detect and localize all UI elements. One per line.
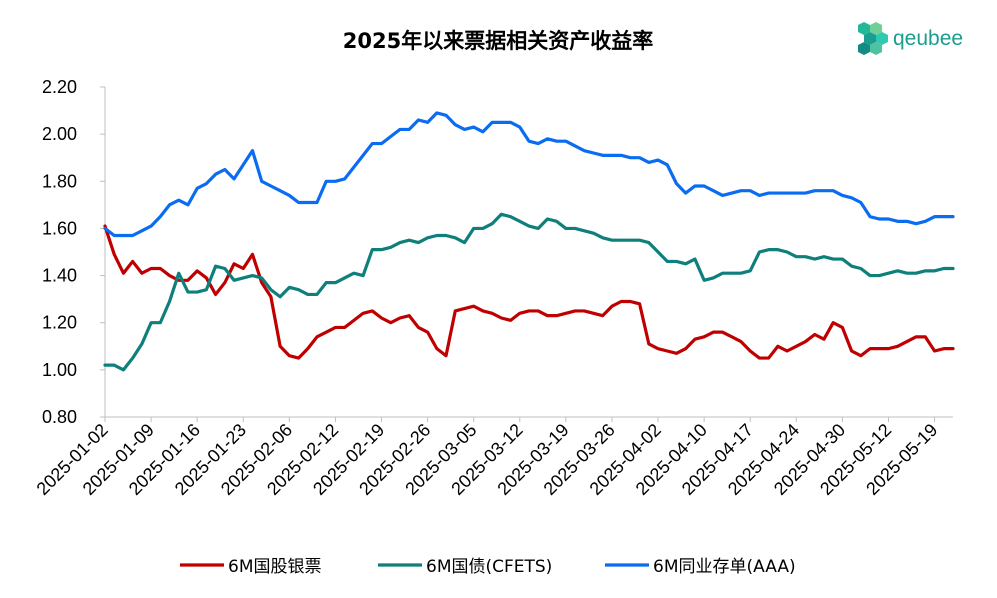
legend-label-2: 6M同业存单(AAA): [653, 557, 796, 577]
y-axis: 2.20 2.00 1.80 1.60 1.40 1.20 1.00 0.80: [42, 77, 106, 427]
x-axis: 2025-01-022025-01-092025-01-162025-01-23…: [33, 416, 953, 499]
brand-logo: qeubee: [858, 22, 963, 55]
series-line-2: [103, 111, 955, 238]
chart-title: 2025年以来票据相关资产收益率: [343, 29, 653, 53]
qeubee-logo-icon: [858, 22, 888, 55]
y-tick-label: 2.20: [42, 77, 77, 97]
series-line-0: [103, 224, 955, 360]
y-tick-label: 1.20: [42, 313, 77, 333]
legend-label-0: 6M国股银票: [228, 557, 321, 577]
legend: 6M国股银票 6M国债(CFETS) 6M同业存单(AAA): [180, 557, 796, 577]
legend-label-1: 6M国债(CFETS): [426, 557, 552, 577]
y-tick-label: 2.00: [42, 124, 77, 144]
y-tick-label: 1.00: [42, 360, 77, 380]
series-layer: [103, 111, 955, 372]
y-tick-label: 1.40: [42, 266, 77, 286]
y-tick-label: 0.80: [42, 407, 77, 427]
series-line-1: [103, 212, 955, 372]
brand-name: qeubee: [893, 27, 963, 50]
y-tick-label: 1.60: [42, 218, 77, 238]
y-tick-label: 1.80: [42, 171, 77, 191]
